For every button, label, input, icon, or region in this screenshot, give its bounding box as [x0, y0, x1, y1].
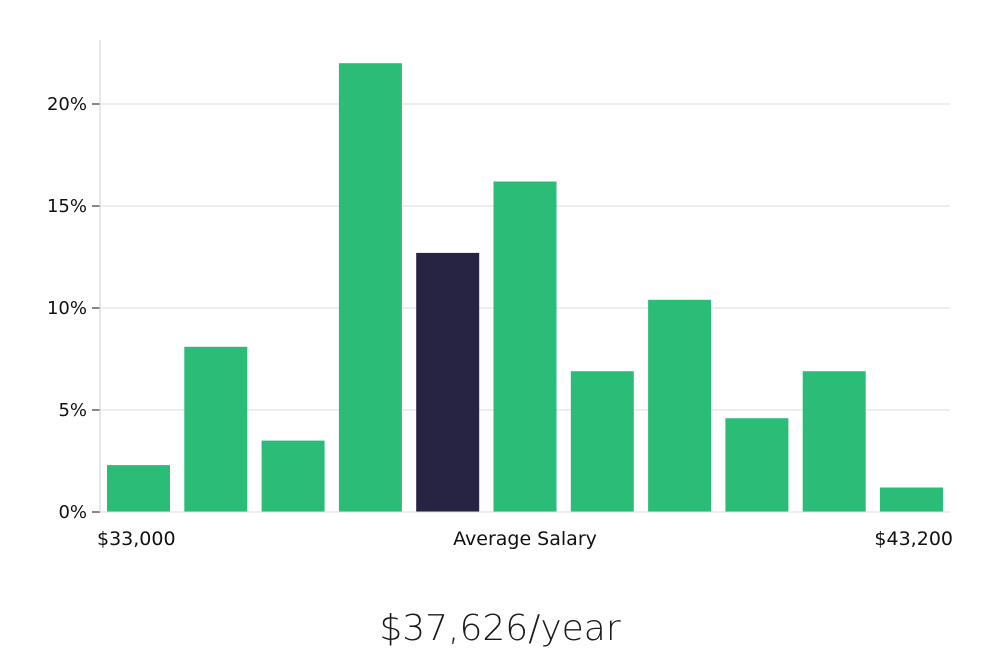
y-tick-label: 10%	[47, 298, 87, 319]
salary-histogram: 0% 5% 10% 15% 20%	[47, 40, 950, 523]
histogram-bar	[725, 418, 789, 512]
histogram-bar	[261, 440, 325, 512]
histogram-bar	[493, 181, 557, 512]
y-tick-label: 0%	[58, 502, 87, 523]
histogram-bar	[338, 63, 402, 512]
y-tick-label: 15%	[47, 196, 87, 217]
average-salary-value: $37,626/year	[379, 608, 621, 649]
x-axis-min-label: $33,000	[97, 528, 176, 550]
highlighted-bar	[416, 252, 480, 512]
histogram-bar	[880, 487, 943, 512]
histogram-bar	[107, 465, 170, 512]
y-tick-labels: 0% 5% 10% 15% 20%	[47, 94, 87, 523]
y-tick-label: 5%	[58, 400, 87, 421]
axes	[92, 40, 950, 513]
histogram-bar	[802, 371, 866, 512]
histogram-bar	[648, 299, 712, 512]
bars	[107, 63, 943, 512]
histogram-bar	[184, 346, 248, 512]
x-axis-max-label: $43,200	[874, 528, 953, 550]
histogram-bar	[570, 371, 634, 512]
x-axis-center-label: Average Salary	[453, 528, 597, 550]
y-tick-label: 20%	[47, 94, 87, 115]
